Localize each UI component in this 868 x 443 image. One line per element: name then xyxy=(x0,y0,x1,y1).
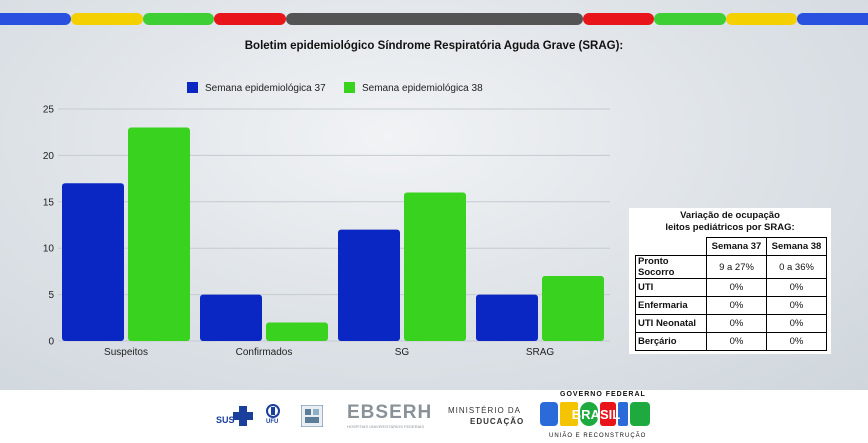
stripe-segment xyxy=(71,13,143,25)
stripe-segment xyxy=(797,13,868,25)
y-tick-label: 10 xyxy=(43,244,55,255)
gov-federal-text: GOVERNO FEDERAL xyxy=(560,391,646,398)
ministerio-line1: MINISTÉRIO DA xyxy=(448,406,522,415)
occupancy-table-box: Variação de ocupação leitos pediátricos … xyxy=(629,208,831,354)
cell-week-37: 0% xyxy=(706,278,767,297)
y-tick-label: 5 xyxy=(48,290,54,301)
x-tick-label: SG xyxy=(395,347,410,358)
row-label: UTI Neonatal xyxy=(635,314,707,333)
slogan-text: UNIÃO E RECONSTRUÇÃO xyxy=(549,433,647,439)
row-label: Enfermaria xyxy=(635,296,707,315)
y-tick-label: 0 xyxy=(48,337,54,348)
table-row: UTI 0% 0% xyxy=(635,278,827,297)
y-axis: 0 5 10 15 20 25 xyxy=(43,105,55,348)
cell-week-37: 0% xyxy=(706,296,767,315)
ufu-emblem-icon xyxy=(266,404,280,418)
cell-week-37: 9 a 27% xyxy=(706,255,767,279)
occupancy-title-line1: Variação de ocupação xyxy=(680,210,780,221)
sus-cross-icon xyxy=(233,406,253,426)
row-label: UTI xyxy=(635,278,707,297)
brasil-logo: BRASIL xyxy=(540,400,652,428)
cell-week-38: 0% xyxy=(766,296,827,315)
bar-confirmados-s1 xyxy=(200,294,262,341)
brasil-wordmark-icon: BRASIL xyxy=(540,402,650,426)
y-tick-label: 15 xyxy=(43,197,55,208)
table-row: Enfermaria 0% 0% xyxy=(635,296,827,315)
ebserh-logo: EBSERH xyxy=(347,402,433,423)
stripe-segment xyxy=(0,13,71,25)
sus-text: SUS xyxy=(216,415,235,425)
stripe-segment xyxy=(143,13,214,25)
header-week-37: Semana 37 xyxy=(706,237,767,256)
legend-swatch xyxy=(344,82,355,93)
bars xyxy=(62,127,604,341)
bar-suspeitos-s2 xyxy=(128,127,190,341)
hospital-logo-icon xyxy=(301,405,323,427)
sus-logo: SUS xyxy=(216,410,235,428)
cell-week-37: 0% xyxy=(706,314,767,333)
brasil-text: BRASIL xyxy=(572,407,620,422)
footer-logos: SUS UFU EBSERH HOSPITAIS UNIVERSITÁRIOS … xyxy=(0,390,868,443)
occupancy-table: Semana 37 Semana 38 Pronto Socorro 9 a 27… xyxy=(635,237,827,351)
stripe-segment xyxy=(726,13,797,25)
table-row: UTI Neonatal 0% 0% xyxy=(635,314,827,333)
stripe-segment xyxy=(214,13,286,25)
ufu-text: UFU xyxy=(266,419,279,425)
y-tick-label: 25 xyxy=(43,105,55,116)
stripe-segment xyxy=(286,13,583,25)
legend-label: Semana epidemiológica 38 xyxy=(362,83,483,94)
x-tick-label: SRAG xyxy=(526,347,555,358)
ministerio-line2: EDUCAÇÃO xyxy=(470,417,525,426)
row-label: Pronto Socorro xyxy=(635,255,707,279)
row-label: Berçário xyxy=(635,332,707,351)
table-row: Berçário 0% 0% xyxy=(635,332,827,351)
stripe-segment xyxy=(654,13,726,25)
bar-sg-s2 xyxy=(404,192,466,341)
table-header-row: Semana 37 Semana 38 xyxy=(635,237,827,256)
stripe-segment xyxy=(583,13,654,25)
x-tick-label: Suspeitos xyxy=(104,347,148,358)
x-tick-label: Confirmados xyxy=(236,347,293,358)
x-axis: Suspeitos Confirmados SG SRAG xyxy=(104,347,554,358)
y-tick-label: 20 xyxy=(43,151,55,162)
bar-sg-s1 xyxy=(338,229,400,341)
occupancy-title-line2: leitos pediátricos por SRAG: xyxy=(665,222,795,233)
table-corner-cell xyxy=(635,237,707,256)
cell-week-38: 0% xyxy=(766,332,827,351)
legend-swatch xyxy=(187,82,198,93)
legend-label: Semana epidemiológica 37 xyxy=(205,83,326,94)
bar-suspeitos-s1 xyxy=(62,183,124,341)
bar-srag-s2 xyxy=(542,276,604,341)
cell-week-38: 0 a 36% xyxy=(766,255,827,279)
bar-confirmados-s2 xyxy=(266,322,328,341)
cell-week-38: 0% xyxy=(766,278,827,297)
cell-week-37: 0% xyxy=(706,332,767,351)
occupancy-table-title: Variação de ocupação leitos pediátricos … xyxy=(629,210,831,234)
cell-week-38: 0% xyxy=(766,314,827,333)
legend: Semana epidemiológica 37 Semana epidemiol… xyxy=(187,82,483,94)
table-row: Pronto Socorro 9 a 27% 0 a 36% xyxy=(635,255,827,279)
header-week-38: Semana 38 xyxy=(766,237,827,256)
chart-title: Boletim epidemiológico Síndrome Respirat… xyxy=(244,40,624,52)
ebserh-subtitle: HOSPITAIS UNIVERSITÁRIOS FEDERAIS xyxy=(347,424,425,429)
color-stripe xyxy=(0,13,868,25)
bar-srag-s1 xyxy=(476,294,538,341)
bar-chart: 0 5 10 15 20 25 Suspeitos Confirmados SG SRAG Se… xyxy=(43,82,610,358)
